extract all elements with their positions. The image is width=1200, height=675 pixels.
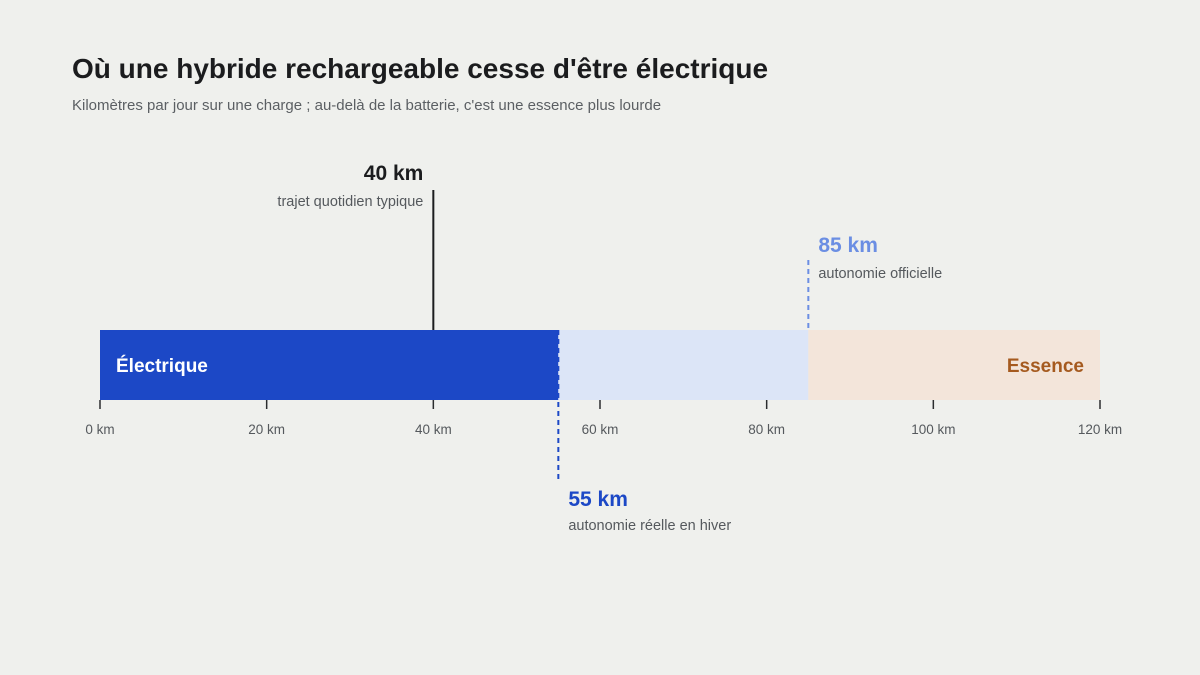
annotation-value-official-range: 85 km: [818, 234, 878, 257]
segment-label-electric: Électrique: [116, 355, 208, 377]
chart-title: Où une hybride rechargeable cesse d'être…: [72, 53, 768, 84]
annotation-desc-winter-range: autonomie réelle en hiver: [568, 518, 731, 534]
segment-label-petrol: Essence: [1007, 356, 1084, 377]
x-tick-label: 40 km: [415, 422, 452, 437]
segment-official-range: [558, 330, 809, 400]
x-tick-label: 120 km: [1078, 422, 1122, 437]
x-axis: 0 km 20 km 40 km 60 km 80 km 100 km 120 km: [85, 400, 1122, 437]
annotation-value-daily-commute: 40 km: [364, 162, 424, 185]
annotations-layer: 40 km trajet quotidien typique 85 km autono…: [277, 162, 942, 534]
segment-electric: [100, 330, 559, 400]
x-tick-label: 0 km: [85, 422, 114, 437]
chart-subtitle: Kilomètres par jour sur une charge ; au-…: [72, 97, 661, 114]
annotation-desc-official-range: autonomie officielle: [818, 266, 942, 282]
x-tick-label: 60 km: [582, 422, 619, 437]
annotation-value-winter-range: 55 km: [568, 488, 628, 511]
segments-layer: Électrique Essence: [100, 330, 1100, 400]
x-tick-label: 80 km: [748, 422, 785, 437]
x-tick-label: 100 km: [911, 422, 955, 437]
x-tick-label: 20 km: [248, 422, 285, 437]
annotation-desc-daily-commute: trajet quotidien typique: [277, 194, 423, 210]
segment-petrol: [808, 330, 1100, 400]
